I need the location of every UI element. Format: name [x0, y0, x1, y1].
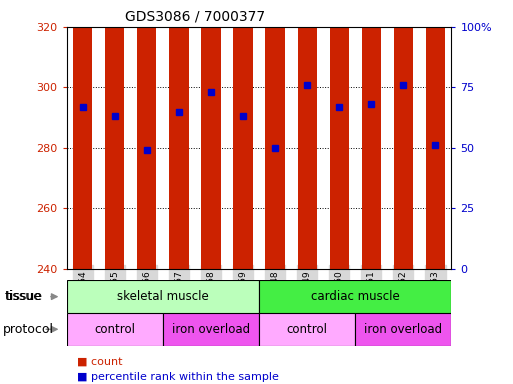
Bar — [355, 313, 451, 346]
Bar — [426, 0, 445, 269]
Bar — [163, 313, 259, 346]
Bar — [73, 0, 92, 269]
Text: GDS3086 / 7000377: GDS3086 / 7000377 — [125, 10, 265, 23]
Text: ■ percentile rank within the sample: ■ percentile rank within the sample — [77, 372, 279, 382]
Bar — [105, 0, 124, 269]
Text: iron overload: iron overload — [364, 323, 442, 336]
Bar — [362, 0, 381, 269]
Text: skeletal muscle: skeletal muscle — [117, 290, 209, 303]
Bar — [265, 0, 285, 269]
Bar — [329, 0, 349, 269]
Text: tissue: tissue — [5, 290, 43, 303]
Bar — [233, 0, 252, 269]
Bar — [259, 313, 355, 346]
Bar — [201, 0, 221, 269]
Bar — [259, 280, 451, 313]
Bar — [67, 280, 259, 313]
Text: control: control — [287, 323, 328, 336]
Bar — [169, 0, 189, 269]
Bar — [137, 0, 156, 269]
Bar — [393, 0, 413, 269]
Bar — [67, 313, 163, 346]
Text: protocol: protocol — [3, 323, 54, 336]
Text: ■ count: ■ count — [77, 357, 123, 367]
Text: control: control — [94, 323, 135, 336]
Text: cardiac muscle: cardiac muscle — [311, 290, 400, 303]
Text: iron overload: iron overload — [172, 323, 250, 336]
Bar — [298, 0, 317, 269]
Text: tissue: tissue — [5, 290, 42, 303]
